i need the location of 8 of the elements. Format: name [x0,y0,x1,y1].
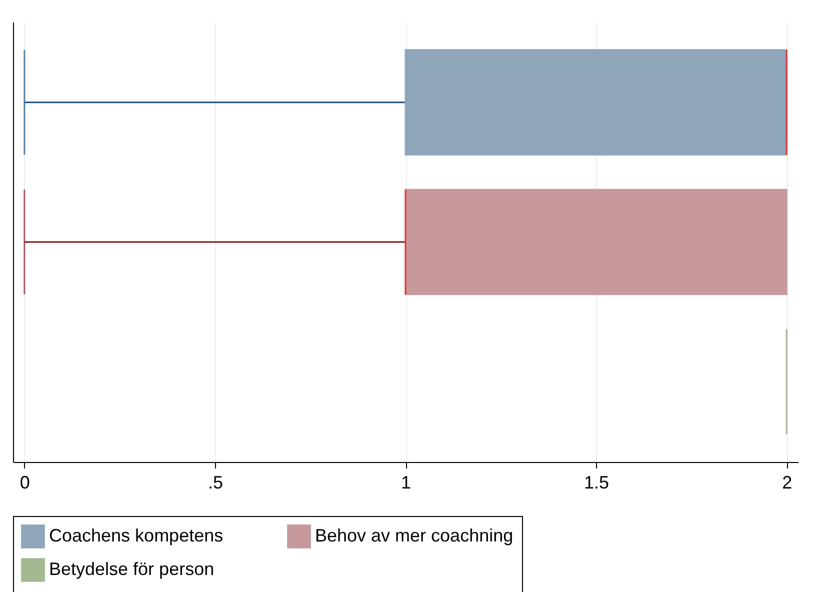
x-tick-label: 1 [400,472,412,492]
x-tick-label: .5 [208,472,223,492]
x-tick-label: 2 [782,472,792,492]
legend-label: Betydelse för person [49,559,214,579]
x-tick-label: 0 [20,472,30,492]
x-tick-label: 1.5 [584,472,610,492]
legend-label: Coachens kompetens [49,525,224,546]
legend-label: Behov av mer coachning [315,525,514,546]
